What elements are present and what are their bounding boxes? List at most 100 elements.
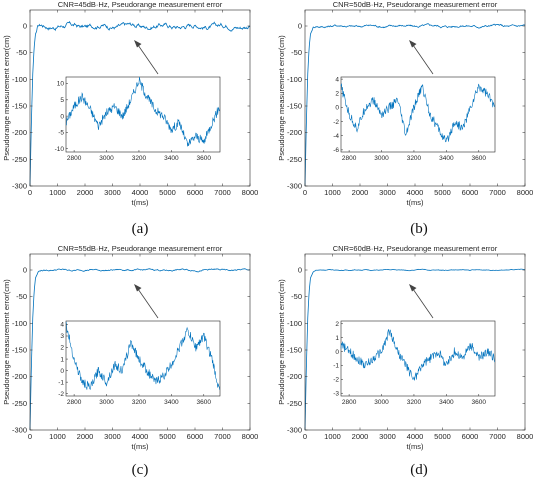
inset-y-tick-label: -5 (58, 130, 64, 137)
y-tick-label: -100 (12, 75, 27, 84)
series-line-main (29, 20, 251, 187)
inset-x-tick-label: 3000 (374, 399, 389, 406)
x-tick-label: 1000 (49, 188, 66, 197)
y-tick-label: -100 (12, 319, 27, 328)
panel-c-caption: (c) (131, 462, 149, 478)
y-tick-label: 0 (23, 266, 27, 275)
inset-y-tick-label: 2 (335, 321, 339, 328)
inset-x-tick-label: 3400 (164, 399, 179, 406)
y-tick-label: -250 (12, 155, 27, 164)
x-tick-label: 2000 (77, 432, 94, 441)
x-tick-label: 5000 (159, 188, 176, 197)
inset-y-tick-label: -3 (333, 390, 339, 397)
inset-x-tick-label: 3000 (374, 155, 389, 162)
x-tick-label: 6000 (462, 432, 479, 441)
inset-series-line (65, 321, 220, 390)
inset-x-tick-label: 3400 (439, 155, 454, 162)
x-tick-label: 6000 (187, 432, 204, 441)
callout-arrow-line (412, 44, 434, 75)
inset-x-tick-label: 3400 (164, 155, 179, 162)
y-tick-label: 0 (298, 266, 302, 275)
inset-frame (340, 76, 496, 153)
y-tick-label: -300 (287, 182, 302, 191)
panel-b-caption: (b) (410, 221, 428, 237)
y-tick-label: -200 (12, 128, 27, 137)
x-tick-label: 8000 (517, 188, 534, 197)
callout-arrow-head (134, 284, 142, 292)
inset-x-tick-label: 2800 (67, 155, 82, 162)
x-tick-label: 5000 (434, 432, 451, 441)
inset-y-tick-label: 0 (60, 368, 64, 375)
callout-arrow-line (137, 44, 159, 75)
panel-d-plot: CNR=60dB·Hz, Pseudorange measurement err… (277, 244, 533, 451)
x-tick-label: 5000 (159, 432, 176, 441)
inset-y-tick-label: 4 (60, 322, 64, 329)
y-tick-label: -250 (12, 399, 27, 408)
inset-y-tick-label: 2 (335, 90, 339, 97)
y-tick-label: 0 (298, 22, 302, 31)
y-tick-label: -300 (12, 426, 27, 435)
inset-y-tick-label: -10 (55, 146, 65, 153)
x-tick-label: 5000 (434, 188, 451, 197)
y-tick-label: -150 (287, 102, 302, 111)
y-axis-label: Pseudorange measurement error(cm) (2, 279, 11, 405)
x-axis-label: t(ms) (131, 198, 149, 207)
inset-x-tick-label: 3600 (472, 399, 487, 406)
y-tick-label: -50 (291, 48, 302, 57)
x-tick-label: 2000 (77, 188, 94, 197)
callout-arrow-line (137, 288, 159, 319)
inset-y-tick-label: 0 (335, 349, 339, 356)
series-line-main (29, 268, 251, 431)
callout-arrow-line (412, 288, 434, 319)
x-tick-label: 3000 (379, 188, 396, 197)
inset-x-tick-label: 3200 (132, 155, 147, 162)
inset-frame (65, 76, 221, 153)
x-tick-label: 0 (303, 188, 307, 197)
chart-title: CNR=55dB·Hz, Pseudorange measurement err… (58, 244, 223, 253)
inset-x-tick-label: 3600 (472, 155, 487, 162)
inset-x-tick-label: 2800 (67, 399, 82, 406)
y-tick-label: 0 (23, 22, 27, 31)
x-tick-label: 3000 (379, 432, 396, 441)
inset-x-tick-label: 2800 (342, 399, 357, 406)
y-axis-label: Pseudorange measurement error(cm) (277, 35, 286, 161)
y-tick-label: -200 (287, 372, 302, 381)
inset-y-tick-label: 1 (335, 335, 339, 342)
x-tick-label: 6000 (462, 188, 479, 197)
panel-d-caption: (d) (410, 462, 428, 478)
inset-y-tick-label: 10 (57, 81, 65, 88)
y-tick-label: -250 (287, 399, 302, 408)
x-tick-label: 2000 (352, 432, 369, 441)
panel-a-plot: CNR=45dB·Hz, Pseudorange measurement err… (2, 0, 259, 207)
inset-y-tick-label: 1 (60, 356, 64, 363)
panel-c-plot: CNR=55dB·Hz, Pseudorange measurement err… (2, 244, 258, 451)
y-tick-label: -150 (12, 346, 27, 355)
y-tick-label: -150 (12, 102, 27, 111)
inset-x-tick-label: 3000 (99, 155, 114, 162)
y-tick-label: -50 (16, 48, 27, 57)
callout-arrow-head (409, 40, 417, 48)
x-tick-label: 3000 (104, 188, 121, 197)
inset-y-tick-label: -1 (333, 363, 339, 370)
inset-y-tick-label: -2 (333, 119, 339, 126)
x-tick-label: 8000 (242, 188, 259, 197)
inset-frame (340, 320, 496, 397)
inset-y-tick-label: 5 (60, 97, 64, 104)
inset-series-line (340, 83, 495, 143)
y-tick-label: -100 (287, 75, 302, 84)
x-tick-label: 7000 (489, 188, 506, 197)
x-tick-label: 0 (28, 188, 32, 197)
inset-y-tick-label: -1 (58, 379, 64, 386)
y-tick-label: -300 (287, 426, 302, 435)
inset-series-line (65, 77, 220, 147)
chart-title: CNR=60dB·Hz, Pseudorange measurement err… (333, 244, 498, 253)
series-line-main (304, 268, 526, 431)
inset-series-line (340, 329, 495, 381)
inset-x-tick-label: 3600 (197, 155, 212, 162)
inset-y-tick-label: -2 (58, 391, 64, 398)
y-tick-label: -150 (287, 346, 302, 355)
callout-arrow-head (134, 40, 142, 48)
x-tick-label: 0 (28, 432, 32, 441)
x-tick-label: 7000 (489, 432, 506, 441)
